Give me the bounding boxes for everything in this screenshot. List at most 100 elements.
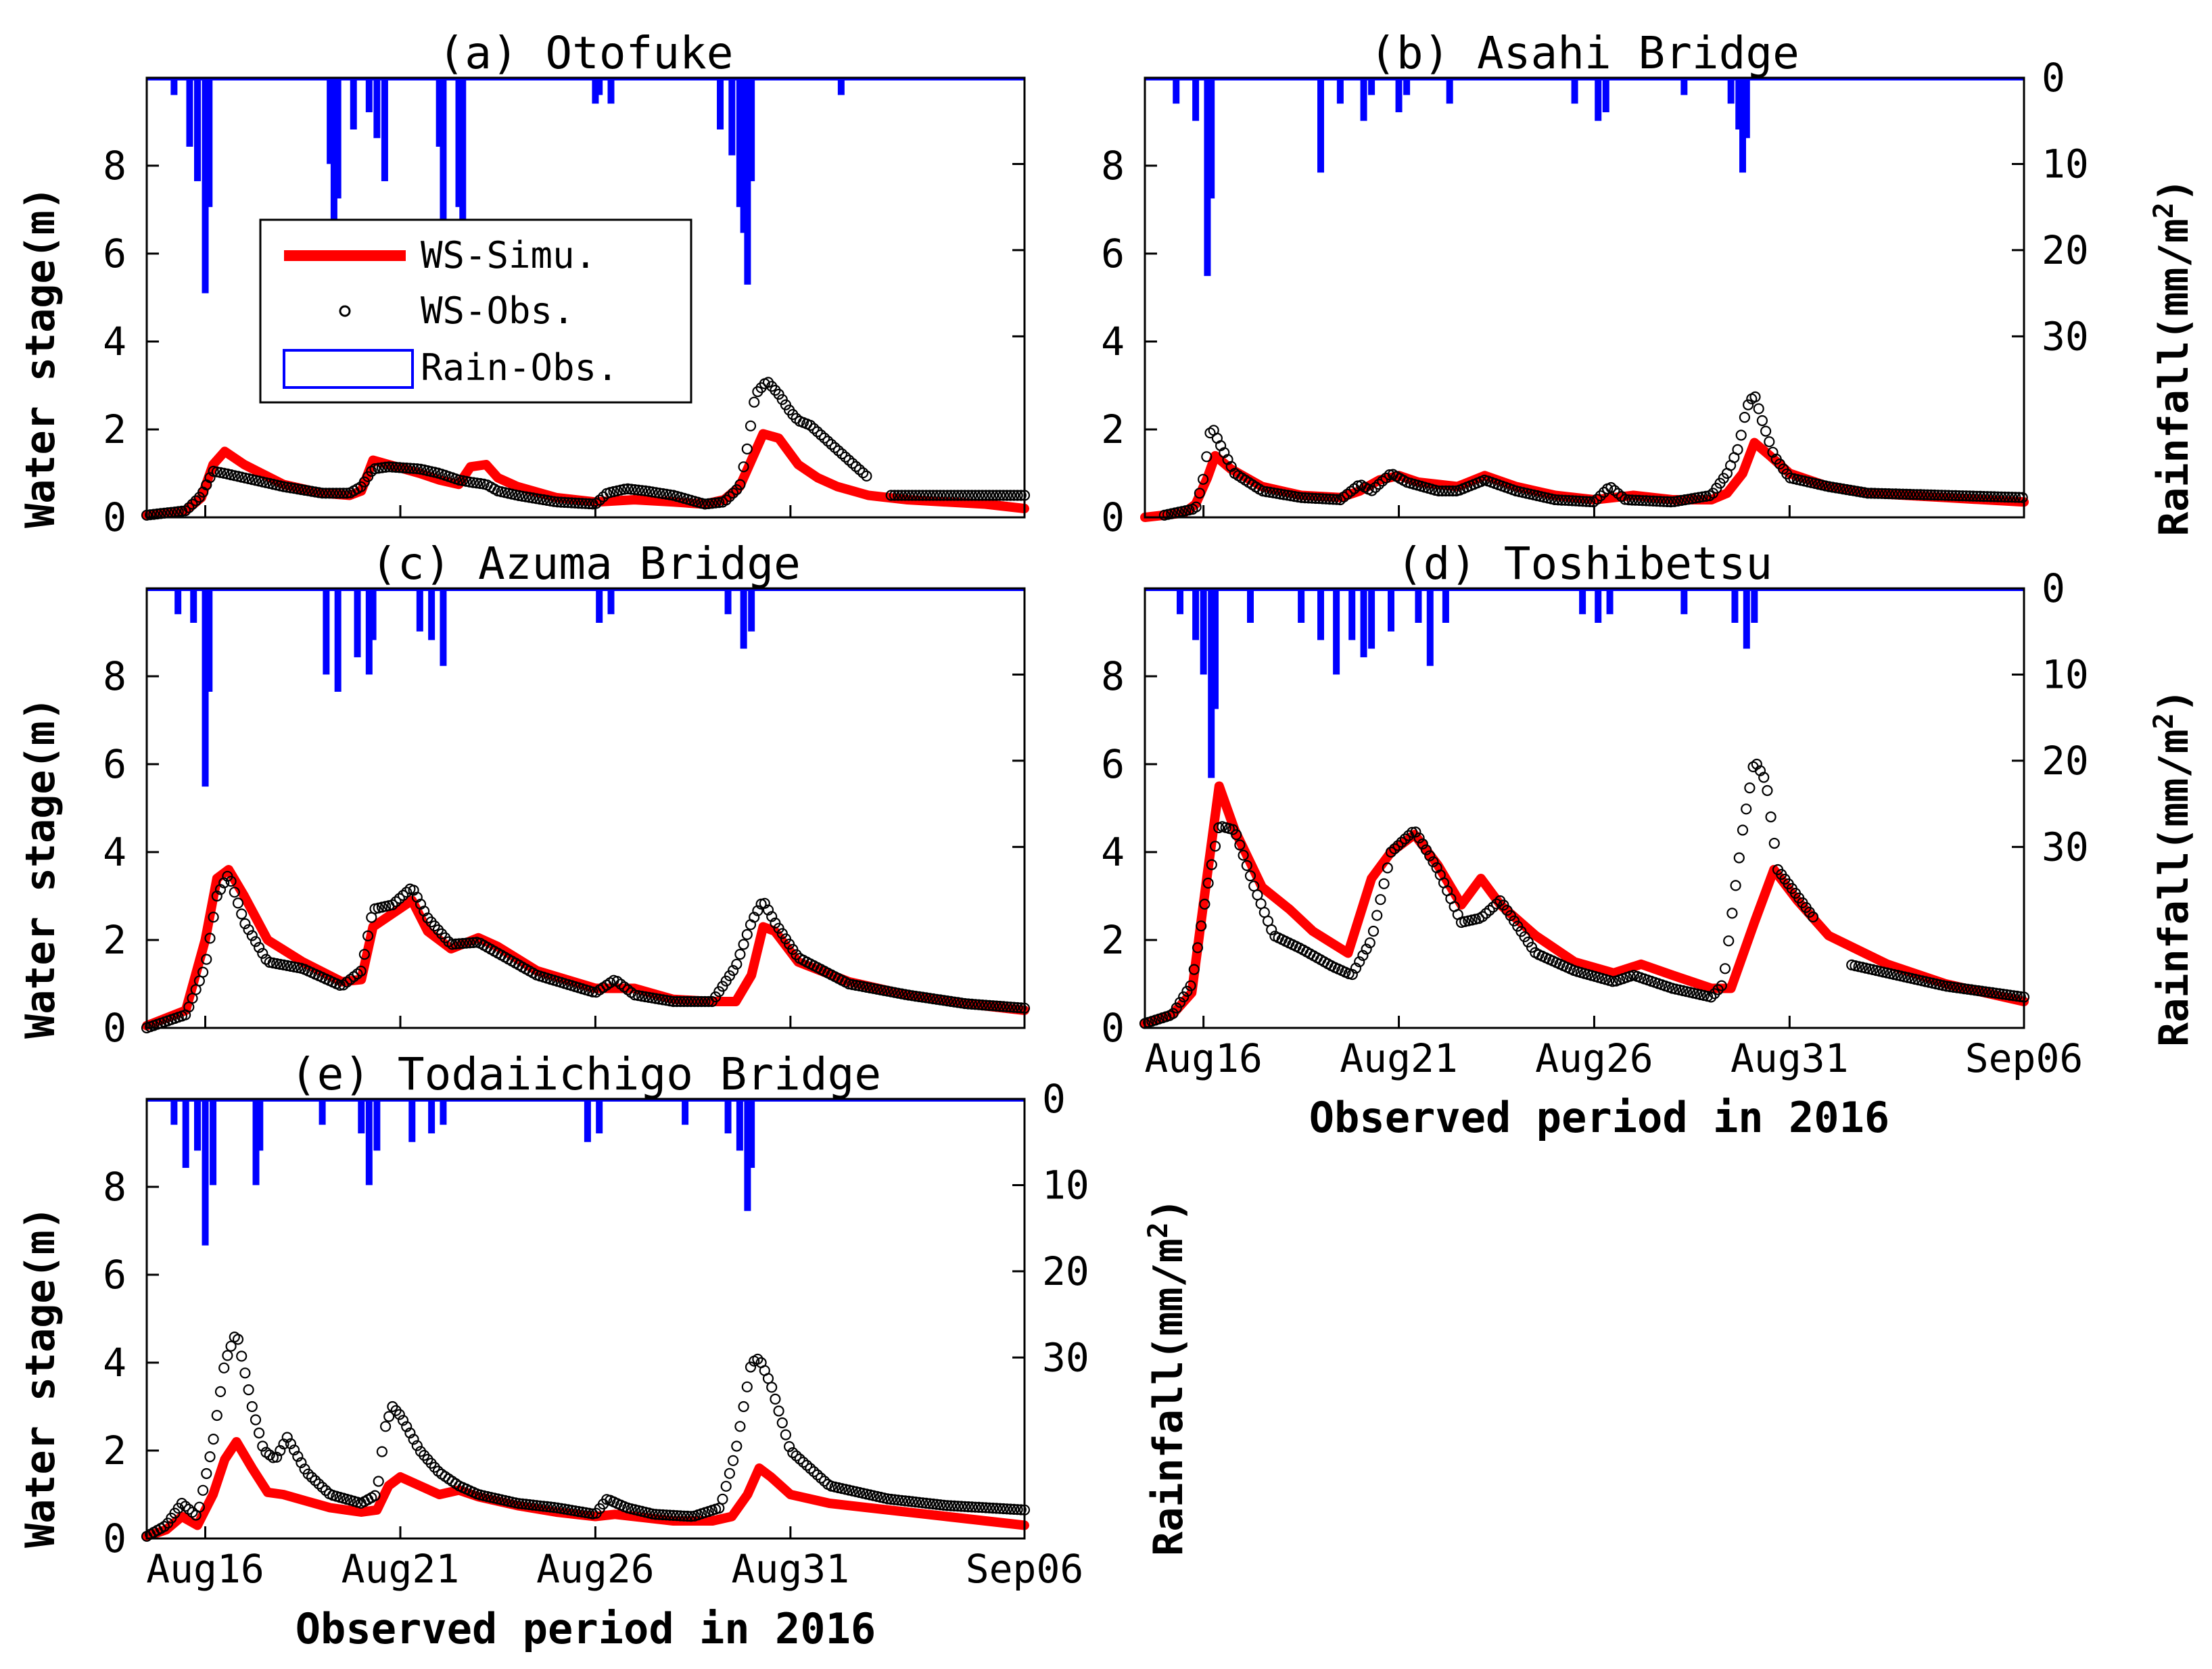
observed-marker — [920, 490, 932, 501]
axes-frame — [145, 587, 1026, 1029]
observed-marker — [1384, 469, 1395, 481]
observed-marker — [853, 464, 866, 475]
observed-marker — [997, 490, 1009, 501]
observed-marker — [1623, 494, 1634, 506]
observed-marker — [1943, 490, 1954, 501]
observed-marker — [889, 490, 901, 501]
observed-marker — [622, 483, 634, 495]
observed-marker — [959, 490, 970, 501]
observed-marker — [794, 1453, 805, 1465]
observed-marker — [1574, 495, 1585, 507]
observed-marker — [734, 1421, 746, 1432]
rainfall-label-sup: 2 — [1143, 1222, 1174, 1238]
observed-marker — [1012, 490, 1023, 501]
rain-bar — [1333, 588, 1340, 675]
observed-marker — [1192, 942, 1204, 954]
observed-marker — [180, 505, 191, 517]
observed-marker — [464, 937, 475, 949]
rain-bar — [416, 588, 423, 632]
observed-marker — [914, 1497, 925, 1508]
observed-marker — [208, 1434, 219, 1445]
observed-marker — [1366, 485, 1378, 496]
rain-bar — [174, 588, 182, 615]
observed-marker — [257, 1440, 268, 1452]
observed-marker — [229, 887, 240, 898]
panel-todaiichigo-bridge: (e) Todaiichigo Bridge 0 2 4 6 8 0 10 20 30 Aug16 A… — [103, 1048, 1089, 1592]
observed-marker — [376, 1446, 388, 1457]
observed-marker — [1662, 496, 1673, 508]
observed-marker — [1990, 987, 2002, 999]
observed-marker — [815, 1472, 827, 1484]
rain-bar — [1388, 588, 1394, 632]
observed-marker — [1665, 496, 1676, 508]
rain-bar — [459, 78, 467, 250]
observed-marker — [341, 488, 353, 499]
rain-bar — [330, 78, 337, 233]
observed-marker — [808, 423, 820, 434]
observed-marker — [197, 1484, 209, 1496]
rainfall-label-end: ) — [2150, 178, 2198, 202]
observed-marker — [749, 912, 760, 923]
observed-marker — [896, 1495, 908, 1506]
observed-marker — [678, 995, 690, 1008]
rain-bar — [354, 588, 361, 657]
observed-marker — [1591, 494, 1603, 505]
observed-marker — [355, 965, 367, 977]
observed-marker — [720, 494, 732, 506]
rain-bar — [1731, 588, 1739, 623]
rain-bar — [1192, 78, 1200, 121]
observed-marker — [1994, 988, 2005, 1000]
rainfall-label-main: Rainfall(mm/m — [1145, 1238, 1192, 1556]
observed-marker — [1570, 495, 1582, 507]
observed-marker — [1901, 488, 1912, 500]
simulated-line — [142, 865, 1029, 1031]
observed-marker — [931, 490, 943, 501]
rainfall-axis-label-panel-d: Rainfall(mm/m2) — [2148, 688, 2198, 1047]
observed-marker — [397, 462, 409, 473]
observed-marker — [1005, 490, 1016, 501]
observed-marker — [208, 912, 219, 923]
observed-marker — [1756, 415, 1768, 427]
observed-marker — [1768, 837, 1780, 849]
observed-marker — [976, 999, 988, 1011]
observed-marker — [1407, 826, 1418, 838]
observed-marker — [1999, 491, 2010, 503]
rain-bar — [1317, 78, 1324, 173]
observed-marker — [1012, 1002, 1023, 1014]
observed-marker — [994, 1503, 1006, 1514]
observed-marker — [1954, 490, 1965, 502]
observed-marker — [899, 1495, 911, 1507]
rain-bar — [1426, 588, 1434, 666]
observed-marker — [1231, 829, 1242, 841]
observed-marker — [945, 1500, 957, 1511]
observed-marker — [1873, 488, 1884, 499]
observed-marker — [313, 1478, 325, 1490]
observed-marker — [243, 924, 254, 935]
observed-marker — [826, 438, 837, 450]
rain-bar — [584, 1099, 591, 1142]
observed-marker — [214, 1386, 227, 1397]
observed-marker — [1331, 494, 1342, 505]
observed-marker — [966, 998, 978, 1010]
y-axis-label-panel-e: Water stage(m) — [17, 1206, 64, 1548]
observed-marker — [791, 1450, 802, 1461]
rain-bar — [1446, 78, 1453, 104]
observed-marker — [650, 1509, 661, 1520]
observed-marker — [302, 1468, 314, 1480]
observed-marker — [1908, 489, 1919, 500]
legend-observed-marker — [339, 305, 351, 317]
observed-marker — [949, 490, 960, 501]
observed-marker — [1317, 493, 1329, 504]
rain-bar — [1336, 78, 1344, 104]
observed-marker — [587, 986, 598, 997]
observed-marker — [1633, 494, 1645, 507]
observed-marker — [818, 432, 830, 444]
observed-marker — [236, 908, 248, 920]
observed-marker — [467, 937, 479, 949]
observed-marker — [1310, 492, 1321, 504]
rain-bar — [1751, 588, 1758, 623]
observed-marker — [959, 1501, 970, 1512]
observed-marker — [776, 1417, 788, 1429]
observed-marker — [383, 461, 395, 473]
observed-marker — [1957, 490, 1969, 502]
